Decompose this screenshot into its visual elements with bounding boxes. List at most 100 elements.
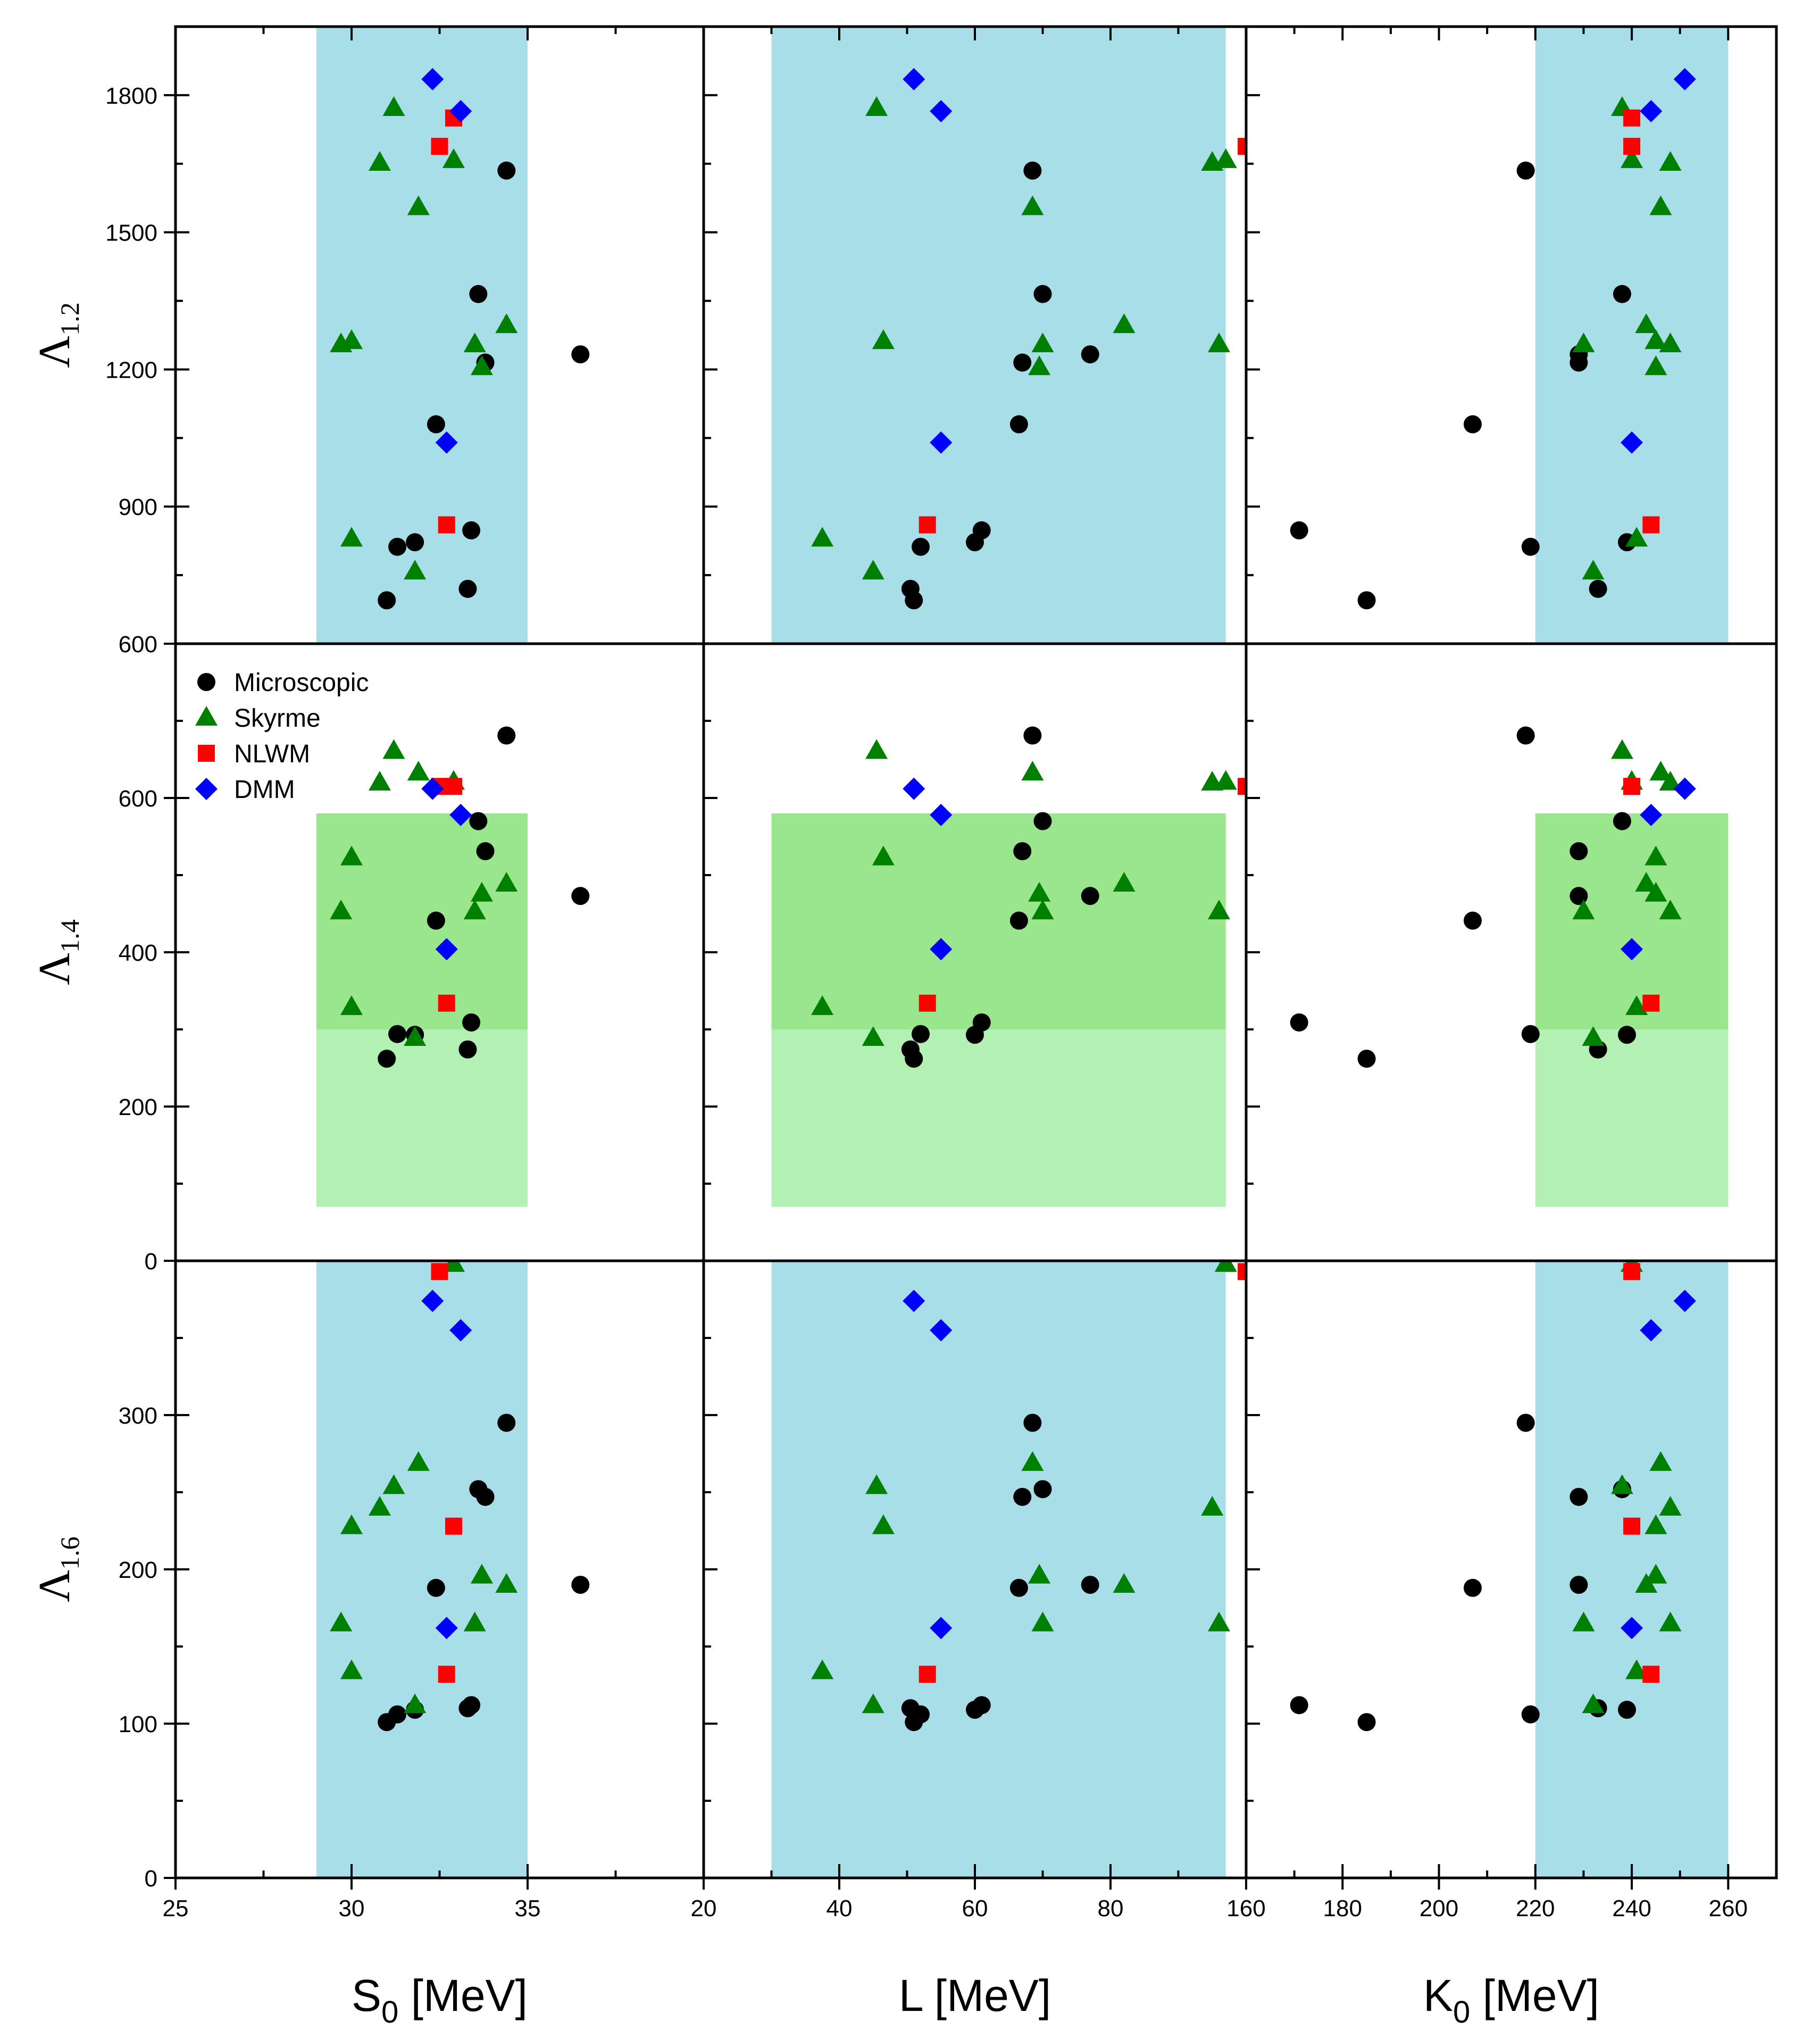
point-skyrme	[470, 355, 493, 376]
point-dmm	[930, 938, 953, 961]
x-tick-label: 80	[1098, 1895, 1124, 1922]
point-microscopic	[378, 1050, 396, 1068]
y-axis-title-main: Λ	[30, 1570, 79, 1602]
point-dmm	[930, 1617, 953, 1640]
point-microscopic	[462, 1696, 481, 1715]
point-skyrme	[368, 771, 391, 791]
point-microscopic	[388, 537, 407, 556]
constraint-band-dark	[771, 813, 1226, 1029]
point-skyrme	[865, 96, 888, 116]
point-skyrme	[1031, 332, 1054, 353]
plot-frame	[174, 25, 1778, 1880]
point-nlwm	[1642, 516, 1660, 534]
point-skyrme	[1214, 770, 1237, 790]
point-dmm	[435, 431, 458, 454]
x-tick-label: 40	[826, 1895, 853, 1922]
point-nlwm	[1238, 138, 1246, 155]
legend-marker-skyrme	[195, 706, 218, 726]
point-skyrme	[1659, 151, 1682, 171]
point-microscopic	[458, 579, 477, 598]
y-tick-label: 200	[119, 1094, 157, 1120]
point-microscopic	[1357, 591, 1376, 610]
point-dmm	[1640, 1319, 1663, 1342]
point-nlwm	[1238, 1263, 1246, 1280]
point-microscopic	[1569, 887, 1588, 905]
point-microscopic	[1569, 842, 1588, 861]
point-skyrme	[1635, 871, 1658, 892]
point-microscopic	[1516, 1413, 1535, 1432]
point-nlwm	[1642, 994, 1660, 1012]
point-microscopic	[1081, 345, 1099, 364]
point-skyrme	[1644, 882, 1667, 902]
point-skyrme	[470, 1564, 493, 1584]
point-microscopic	[1290, 1696, 1308, 1715]
point-skyrme	[1625, 527, 1648, 547]
point-microscopic	[901, 1699, 920, 1717]
point-skyrme	[404, 1026, 427, 1046]
point-skyrme	[1659, 771, 1682, 791]
constraint-band-light	[316, 1029, 528, 1207]
point-skyrme	[407, 195, 430, 215]
constraint-band	[316, 1261, 528, 1878]
constraint-band-dark	[1535, 813, 1729, 1029]
y-axis-title: Λ1.2	[30, 302, 85, 368]
legend: Microscopic Skyrme NLWM DMM	[195, 669, 369, 804]
x-tick-label: 25	[163, 1895, 189, 1922]
point-microscopic	[1516, 161, 1535, 180]
point-skyrme	[1113, 313, 1136, 334]
point-dmm	[421, 1290, 444, 1312]
point-microscopic	[469, 1480, 488, 1499]
point-skyrme	[862, 560, 884, 580]
point-skyrme	[382, 96, 405, 116]
x-axis-title-main: S	[352, 1970, 381, 2020]
y-tick-label: 0	[145, 1866, 157, 1892]
x-axis-title-sub: 0	[381, 1995, 398, 2029]
point-skyrme	[495, 1573, 518, 1593]
y-axis-title: Λ1.6	[30, 1536, 85, 1602]
constraint-band	[771, 1261, 1226, 1878]
point-skyrme	[1582, 1693, 1605, 1714]
region-layer	[316, 27, 1729, 1878]
x-tick-label: 20	[691, 1895, 717, 1922]
point-nlwm	[431, 138, 448, 155]
x-axis-title-main: L [MeV]	[899, 1970, 1051, 2020]
point-microscopic	[1081, 887, 1099, 905]
point-dmm	[449, 99, 472, 122]
point-skyrme	[1572, 900, 1595, 920]
y-tick-label: 1800	[105, 83, 157, 109]
x-axis-title: L [MeV]	[899, 1970, 1051, 2020]
point-nlwm	[919, 994, 936, 1012]
point-skyrme	[872, 845, 895, 866]
point-microscopic	[427, 415, 445, 434]
point-dmm	[1673, 68, 1696, 90]
point-nlwm	[438, 1666, 455, 1683]
point-skyrme	[862, 1026, 884, 1046]
legend-marker-microscopic	[197, 673, 215, 691]
point-skyrme	[1208, 900, 1230, 920]
point-skyrme	[1113, 1573, 1136, 1593]
point-nlwm	[445, 1517, 462, 1535]
constraint-band	[316, 27, 528, 644]
point-skyrme	[1113, 871, 1136, 892]
point-skyrme	[382, 1474, 405, 1494]
point-skyrme	[1644, 329, 1667, 350]
point-microscopic	[1023, 726, 1042, 745]
point-microscopic	[1516, 726, 1535, 745]
point-microscopic	[912, 1025, 930, 1043]
point-microscopic	[1589, 579, 1607, 598]
y-axis-title-sub: 1.2	[55, 302, 85, 336]
point-nlwm	[919, 1666, 936, 1683]
point-nlwm	[1642, 1666, 1660, 1683]
point-microscopic	[497, 726, 516, 745]
point-microscopic	[1463, 911, 1482, 930]
point-skyrme	[340, 1659, 363, 1679]
point-skyrme	[1635, 313, 1658, 334]
point-skyrme	[340, 845, 363, 866]
point-skyrme	[1214, 148, 1237, 168]
point-microscopic	[469, 812, 488, 830]
point-microscopic	[1009, 911, 1028, 930]
point-dmm	[930, 99, 953, 122]
point-skyrme	[872, 1514, 895, 1534]
point-microscopic	[469, 285, 488, 303]
